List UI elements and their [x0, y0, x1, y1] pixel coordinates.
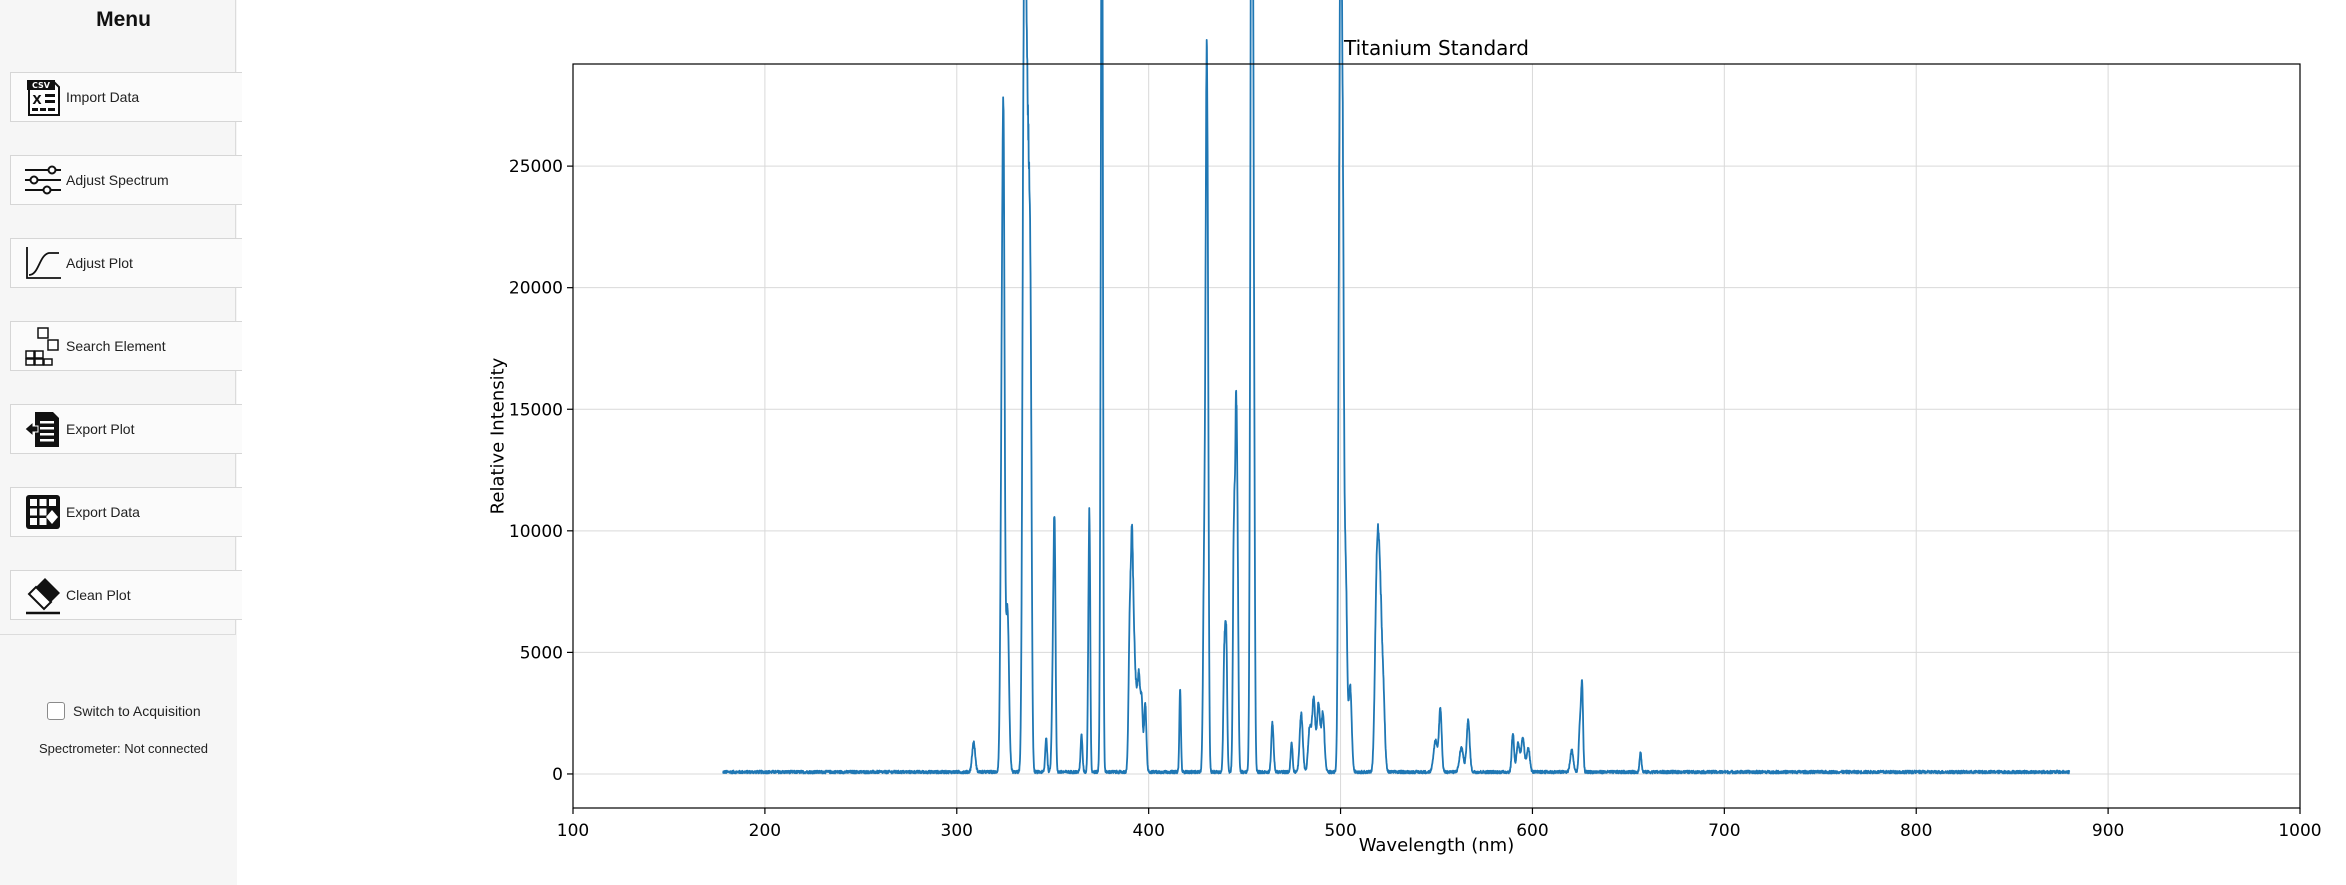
eraser-icon — [26, 578, 60, 615]
spectrometer-status: Spectrometer: Not connected — [38, 741, 209, 756]
export-table-icon — [26, 495, 60, 529]
x-tick-label: 900 — [2092, 821, 2124, 841]
export-data-button[interactable]: Export Data — [10, 487, 242, 537]
x-tick-label: 200 — [749, 821, 781, 841]
adjust-spectrum-label: Adjust Spectrum — [66, 172, 169, 188]
x-gridlines — [572, 64, 2301, 808]
x-tick-label: 100 — [557, 821, 589, 841]
spectrum-line — [722, 0, 2071, 775]
sidebar: Menu CSV X Import Data Adjust Spectrum — [0, 0, 242, 885]
y-tick-label: 5000 — [520, 643, 563, 663]
x-tick-label: 400 — [1132, 821, 1164, 841]
import-data-button[interactable]: CSV X Import Data — [10, 72, 242, 122]
spectrum-chart[interactable]: Titanium Standard 100 200 300 400 500 600 700 8… — [237, 0, 2346, 885]
search-element-button[interactable]: Search Element — [10, 321, 242, 371]
chart-title: Titanium Standard — [1343, 36, 1529, 60]
y-tick-label: 25000 — [509, 157, 563, 177]
x-tick-label: 700 — [1708, 821, 1740, 841]
clean-plot-label: Clean Plot — [66, 587, 131, 603]
menu-title: Menu — [96, 8, 151, 31]
periodic-elements-icon — [25, 327, 59, 366]
adjust-plot-button[interactable]: Adjust Plot — [10, 238, 242, 288]
acquisition-toggle-row: Switch to Acquisition — [47, 702, 201, 720]
y-tick-label: 20000 — [509, 279, 563, 299]
y-axis-label: Relative Intensity — [487, 357, 508, 514]
sliders-icon — [25, 165, 61, 195]
y-tick-label: 15000 — [509, 400, 563, 420]
export-plot-label: Export Plot — [66, 421, 135, 437]
menu-panel: Menu CSV X Import Data Adjust Spectrum — [0, 0, 242, 635]
x-tick-label: 800 — [1900, 821, 1932, 841]
x-tick-label: 500 — [1324, 821, 1356, 841]
export-plot-button[interactable]: Export Plot — [10, 404, 242, 454]
x-tick-label: 600 — [1516, 821, 1548, 841]
y-axis-ticks: 0 5000 10000 15000 20000 25000 — [509, 157, 573, 785]
y-tick-label: 0 — [552, 765, 563, 785]
x-axis-ticks: 100 200 300 400 500 600 700 800 900 1000 — [557, 808, 2322, 841]
y-gridlines — [573, 165, 2300, 775]
acquisition-checkbox[interactable] — [47, 702, 65, 720]
svg-text:X: X — [32, 93, 42, 107]
x-tick-label: 1000 — [2278, 821, 2321, 841]
y-tick-label: 10000 — [509, 522, 563, 542]
export-document-icon — [24, 412, 59, 447]
adjust-spectrum-button[interactable]: Adjust Spectrum — [10, 155, 242, 205]
import-data-label: Import Data — [66, 89, 140, 105]
csv-file-icon: CSV X — [27, 80, 60, 116]
adjust-plot-label: Adjust Plot — [66, 255, 133, 271]
curve-icon — [26, 247, 61, 279]
acquisition-label[interactable]: Switch to Acquisition — [73, 703, 201, 719]
svg-text:CSV: CSV — [32, 81, 51, 90]
search-element-label: Search Element — [66, 338, 166, 354]
x-axis-label: Wavelength (nm) — [1359, 835, 1515, 856]
x-tick-label: 300 — [941, 821, 973, 841]
clean-plot-button[interactable]: Clean Plot — [10, 570, 242, 620]
export-data-label: Export Data — [66, 504, 140, 520]
plot-frame — [572, 63, 2301, 809]
